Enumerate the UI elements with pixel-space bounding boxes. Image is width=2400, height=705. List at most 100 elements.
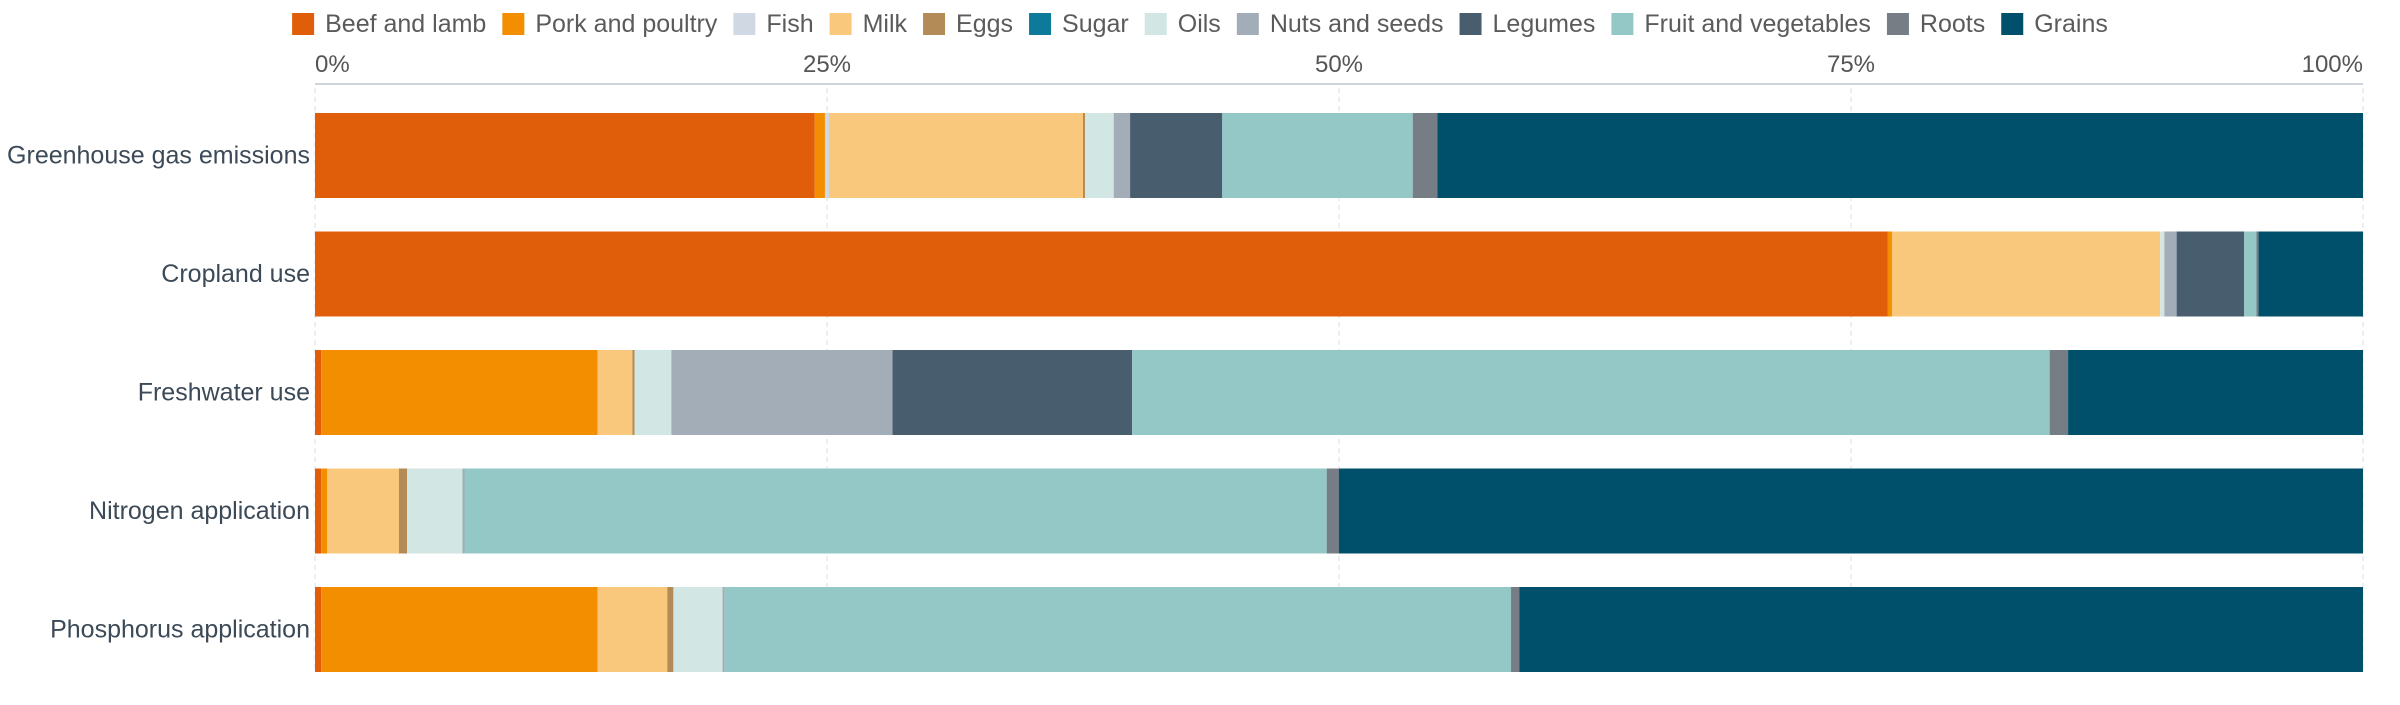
- bar-group: [315, 113, 2363, 198]
- legend-swatch: [292, 13, 315, 35]
- bar-segment: [2164, 231, 2177, 317]
- bar-segment: [1887, 231, 1892, 317]
- legend-label: Nuts and seeds: [1270, 10, 1444, 38]
- category-labels: Greenhouse gas emissions Cropland use Fres…: [7, 142, 310, 644]
- legend-item: Beef and lamb: [292, 10, 486, 38]
- bar-segment: [1132, 350, 2050, 435]
- bar-segment: [634, 350, 672, 435]
- bar-segment: [667, 587, 674, 672]
- x-axis: 0% 25% 50% 75% 100%: [315, 51, 2363, 85]
- legend-swatch: [1886, 13, 1909, 35]
- bar-group: [315, 231, 2363, 317]
- legend-swatch: [829, 13, 852, 35]
- bar-segment: [1437, 113, 2363, 198]
- bar-group: [315, 468, 2363, 554]
- bar-segment: [315, 231, 1888, 317]
- bar-segment: [597, 350, 633, 435]
- legend-item: Legumes: [1459, 10, 1596, 38]
- legend-label: Legumes: [1493, 10, 1596, 38]
- bar-segment: [2176, 231, 2245, 317]
- legend-swatch: [1236, 13, 1259, 35]
- legend-label: Sugar: [1062, 10, 1129, 38]
- bar-segment: [315, 350, 322, 435]
- x-tick-label: 0%: [315, 51, 350, 78]
- legend-label: Oils: [1178, 10, 1221, 38]
- bar-segment: [814, 113, 825, 198]
- legend-swatch: [1144, 13, 1167, 35]
- bar-segment: [464, 468, 1327, 554]
- bar-segment: [671, 350, 893, 435]
- x-tick-label: 50%: [1315, 51, 1363, 78]
- legend-item: Fruit and vegetables: [1611, 10, 1871, 38]
- legend-swatch: [1029, 13, 1052, 35]
- bar-segment: [2068, 350, 2363, 435]
- bar-segment: [1130, 113, 1223, 198]
- legend-label: Fish: [766, 10, 813, 38]
- bar-group: [315, 587, 2363, 672]
- bar-segment: [2256, 231, 2259, 317]
- legend-item: Sugar: [1029, 10, 1129, 38]
- bar-segment: [673, 587, 723, 672]
- bar-segment: [2258, 231, 2363, 317]
- legend-label: Fruit and vegetables: [1644, 10, 1871, 38]
- bar-segment: [892, 350, 1133, 435]
- bar-segment: [1511, 587, 1520, 672]
- legend-item: Grains: [2001, 10, 2108, 38]
- legend-label: Grains: [2034, 10, 2108, 38]
- bar-segment: [2049, 350, 2069, 435]
- bar-segment: [829, 113, 1083, 198]
- legend-item: Eggs: [923, 10, 1013, 38]
- x-tick-label: 75%: [1827, 51, 1875, 78]
- bar-segment: [824, 113, 830, 198]
- bar-segment: [597, 587, 668, 672]
- legend-item: Roots: [1886, 10, 1985, 38]
- legend: Beef and lamb Pork and poultry Fish Milk Egg…: [292, 10, 2108, 38]
- legend-swatch: [502, 13, 525, 35]
- bar-segment: [321, 587, 598, 672]
- legend-item: Fish: [733, 10, 814, 38]
- bar-segment: [724, 587, 1512, 672]
- bar-segment: [2160, 231, 2165, 317]
- category-label: Nitrogen application: [89, 497, 310, 525]
- category-label: Phosphorus application: [50, 616, 310, 644]
- legend-swatch: [1611, 13, 1634, 35]
- bar-segment: [398, 468, 408, 554]
- bar-segment: [327, 468, 399, 554]
- category-label: Cropland use: [161, 260, 310, 288]
- bar-segment: [632, 350, 635, 435]
- bar-segment: [2244, 231, 2257, 317]
- legend-swatch: [1459, 13, 1482, 35]
- bar-segment: [315, 468, 322, 554]
- bar-segment: [1891, 231, 2161, 317]
- legend-item: Milk: [829, 10, 908, 38]
- bar-segment: [407, 468, 463, 554]
- x-tick-label: 25%: [803, 51, 851, 78]
- bar-segment: [1083, 113, 1086, 198]
- bar-segment: [722, 587, 725, 672]
- bar-segment: [1085, 113, 1114, 198]
- x-tick-label: 100%: [2302, 51, 2363, 78]
- legend-label: Pork and poultry: [535, 10, 718, 38]
- bar-segment: [462, 468, 465, 554]
- bar-segment: [1222, 113, 1413, 198]
- legend-item: Nuts and seeds: [1236, 10, 1444, 38]
- bar-segment: [1326, 468, 1339, 554]
- bar-segment: [315, 587, 322, 672]
- bar-segment: [321, 350, 598, 435]
- bar-segment: [1519, 587, 2363, 672]
- legend-item: Pork and poultry: [502, 10, 718, 38]
- bar-group: [315, 350, 2363, 435]
- legend-swatch: [733, 13, 756, 35]
- category-label: Freshwater use: [138, 379, 310, 407]
- legend-swatch: [923, 13, 946, 35]
- bar-segment: [321, 468, 328, 554]
- bar-segment: [315, 113, 815, 198]
- bar-segment: [1412, 113, 1438, 198]
- category-label: Greenhouse gas emissions: [7, 142, 310, 170]
- legend-label: Beef and lamb: [325, 10, 486, 38]
- legend-swatch: [2001, 13, 2024, 35]
- legend-item: Oils: [1144, 10, 1221, 38]
- bar-segment: [1339, 468, 2363, 554]
